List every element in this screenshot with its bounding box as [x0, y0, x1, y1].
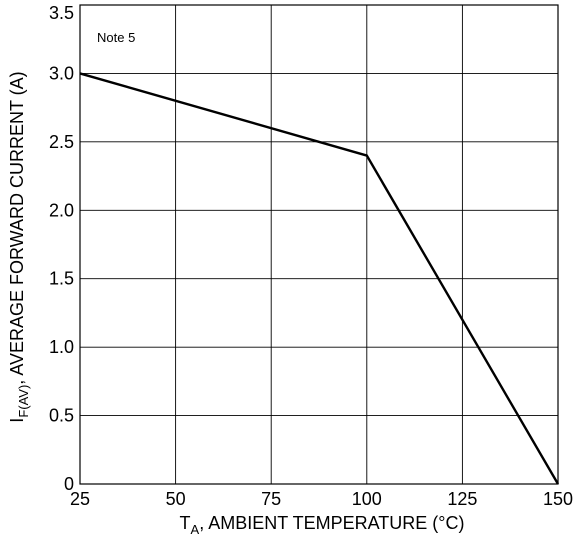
- x-axis-label-main: T: [180, 513, 191, 533]
- x-tick-label: 50: [166, 489, 186, 509]
- annotation-note: Note 5: [97, 30, 135, 45]
- x-tick-label: 25: [70, 489, 90, 509]
- series-group: [79, 72, 560, 485]
- plot-frame: [79, 4, 559, 485]
- y-axis-label-sub: F(AV): [16, 385, 31, 418]
- grid: [79, 4, 559, 485]
- x-tick-label: 150: [543, 489, 573, 509]
- y-axis-label-rest: , AVERAGE FORWARD CURRENT (A): [7, 71, 27, 384]
- y-tick-label: 2.0: [49, 200, 74, 220]
- x-tick-label: 100: [352, 489, 382, 509]
- x-axis-label-rest: , AMBIENT TEMPERATURE (°C): [199, 513, 464, 533]
- series-line-0: [79, 72, 560, 485]
- x-axis-label-sub: A: [191, 522, 200, 537]
- y-tick-label: 0: [64, 474, 74, 494]
- y-tick-label: 2.5: [49, 132, 74, 152]
- y-tick-label: 0.5: [49, 406, 74, 426]
- x-tick-label: 125: [447, 489, 477, 509]
- y-tick-label: 3.0: [49, 63, 74, 83]
- x-tick-labels: 25 50 75 100 125 150: [70, 489, 573, 509]
- y-tick-label: 3.5: [49, 3, 74, 23]
- x-tick-label: 75: [261, 489, 281, 509]
- y-tick-label: 1.0: [49, 337, 74, 357]
- y-axis-label-main: I: [7, 418, 27, 423]
- y-tick-label: 1.5: [49, 269, 74, 289]
- x-axis-label: TA, AMBIENT TEMPERATURE (°C): [180, 513, 465, 537]
- y-axis-label: IF(AV), AVERAGE FORWARD CURRENT (A): [7, 71, 31, 422]
- y-tick-labels: 0 0.5 1.0 1.5 2.0 2.5 3.0 3.5: [49, 3, 74, 494]
